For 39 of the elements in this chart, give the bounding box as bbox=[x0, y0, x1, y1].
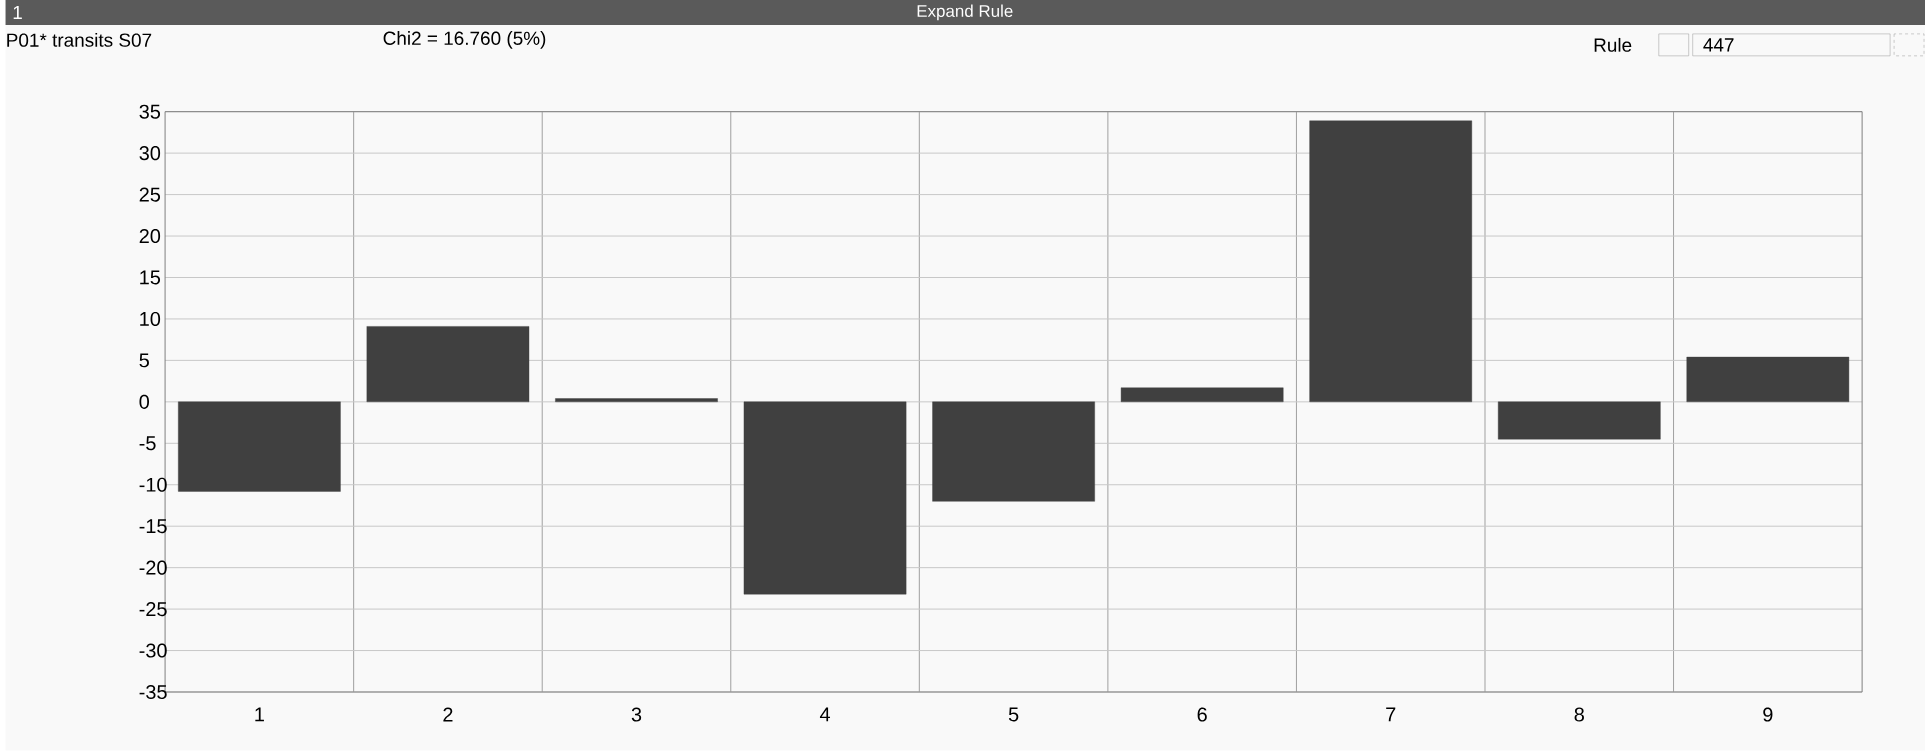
y-tick-label: 15 bbox=[140, 270, 161, 285]
y-tick-label: 30 bbox=[139, 146, 161, 161]
x-tick-label: 2 bbox=[443, 707, 453, 722]
y-tick-label: -30 bbox=[139, 643, 167, 658]
bar bbox=[178, 401, 341, 492]
y-tick-label: -25 bbox=[139, 602, 167, 617]
bar bbox=[555, 398, 718, 403]
x-tick-label: 3 bbox=[631, 707, 642, 722]
text: Rule bbox=[1594, 37, 1632, 52]
bar bbox=[366, 326, 530, 403]
x-tick-label: 8 bbox=[1574, 707, 1584, 722]
chart-title: Expand Rule bbox=[917, 4, 1013, 21]
y-tick-label: -15 bbox=[139, 519, 167, 534]
text: Chi2 = 16.760 (5%) bbox=[383, 31, 546, 49]
x-tick-label: 6 bbox=[1197, 707, 1207, 722]
y-tick-label: 5 bbox=[139, 353, 149, 368]
bar bbox=[932, 401, 1095, 502]
y-tick-label: -5 bbox=[139, 436, 156, 451]
y-tick-label: -35 bbox=[139, 685, 167, 700]
y-tick-label: 35 bbox=[139, 104, 161, 119]
x-tick-label: 1 bbox=[255, 707, 264, 722]
y-tick-label: 20 bbox=[139, 229, 161, 244]
text: P01* transits S07 bbox=[7, 33, 152, 47]
bar bbox=[1120, 387, 1284, 403]
x-tick-label: 4 bbox=[819, 707, 831, 722]
y-tick-label: 10 bbox=[140, 311, 161, 327]
text: 447 bbox=[1703, 38, 1734, 52]
x-tick-label: 9 bbox=[1763, 707, 1773, 722]
y-tick-label: 25 bbox=[139, 187, 161, 202]
x-tick-label: 5 bbox=[1008, 707, 1019, 722]
bar bbox=[743, 401, 907, 595]
y-tick-label: -10 bbox=[139, 477, 167, 492]
y-tick-label: -20 bbox=[139, 560, 167, 575]
y-tick-label: 0 bbox=[139, 394, 150, 409]
bar bbox=[1498, 401, 1661, 440]
bar bbox=[1309, 120, 1473, 403]
x-tick-label: 7 bbox=[1386, 707, 1396, 722]
text: 1 bbox=[13, 6, 22, 20]
bar bbox=[1686, 356, 1850, 403]
